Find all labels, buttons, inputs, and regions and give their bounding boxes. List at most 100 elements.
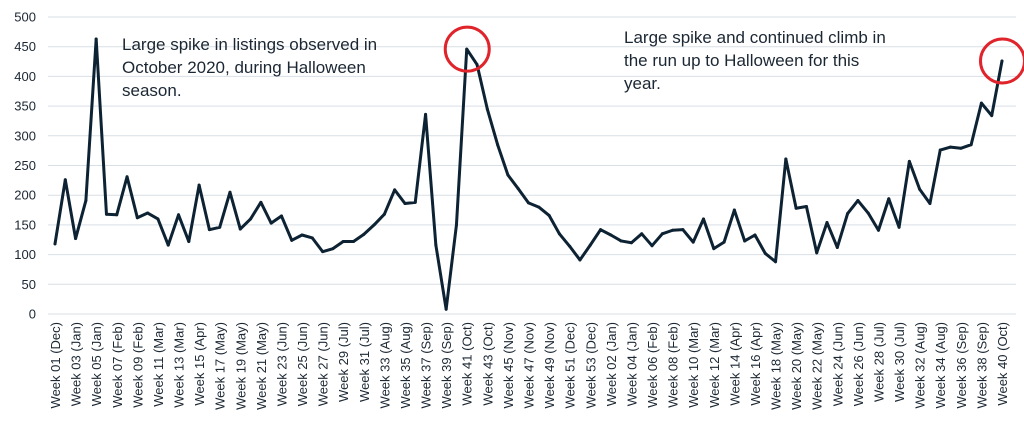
annotation-2-line-1: Large spike and continued climb in — [624, 28, 886, 47]
data-point — [733, 209, 736, 212]
data-point — [990, 114, 993, 117]
x-tick-label: Week 17 (May) — [213, 322, 228, 410]
data-point — [321, 250, 324, 253]
data-point — [249, 217, 252, 220]
y-tick-label: 450 — [14, 39, 36, 54]
data-point — [373, 223, 376, 226]
data-point — [434, 244, 437, 247]
x-tick-label: Week 08 (Feb) — [666, 322, 681, 408]
data-point — [126, 175, 129, 178]
annotation-1-line-1: Large spike in listings observed in — [122, 35, 377, 54]
x-tick-label: Week 13 (Mar) — [172, 322, 187, 408]
data-point — [980, 102, 983, 105]
x-tick-label: Week 26 (Jun) — [851, 322, 866, 406]
x-tick-label: Week 21 (May) — [254, 322, 269, 410]
data-point — [651, 244, 654, 247]
data-point — [259, 201, 262, 204]
x-tick-label: Week 53 (Dec) — [583, 322, 598, 408]
data-point — [743, 239, 746, 242]
data-point — [383, 213, 386, 216]
data-point — [187, 240, 190, 243]
annotation-2-line-2: the run up to Halloween for this — [624, 51, 859, 70]
data-point — [506, 174, 509, 177]
data-point — [630, 241, 633, 244]
series-line-path — [55, 39, 1002, 309]
x-tick-label: Week 37 (Sep) — [419, 322, 434, 408]
data-point — [928, 202, 931, 205]
annotations: Large spike in listings observed in Octo… — [122, 28, 891, 100]
x-tick-label: Week 32 (Aug) — [913, 322, 928, 408]
data-point — [527, 201, 530, 204]
data-point — [774, 260, 777, 263]
data-point — [311, 236, 314, 239]
data-point — [620, 239, 623, 242]
x-tick-label: Week 06 (Feb) — [645, 322, 660, 408]
data-point — [445, 308, 448, 311]
data-point — [578, 258, 581, 261]
data-point — [867, 212, 870, 215]
series-line — [54, 37, 1004, 310]
x-tick-label: Week 05 (Jan) — [89, 322, 104, 406]
data-point — [136, 216, 139, 219]
x-tick-label: Week 07 (Feb) — [110, 322, 125, 408]
x-tick-label: Week 43 (Oct) — [480, 322, 495, 406]
x-tick-label: Week 23 (Jun) — [274, 322, 289, 406]
data-point — [414, 201, 417, 204]
data-point — [208, 228, 211, 231]
data-point — [301, 233, 304, 236]
data-point — [609, 233, 612, 236]
data-point — [764, 252, 767, 255]
y-tick-label: 100 — [14, 247, 36, 262]
data-point — [105, 213, 108, 216]
x-tick-label: Week 15 (Apr) — [192, 322, 207, 406]
annotation-1-line-2: October 2020, during Halloween — [122, 58, 366, 77]
data-point — [342, 240, 345, 243]
data-point — [805, 205, 808, 208]
data-point — [177, 213, 180, 216]
data-point — [218, 226, 221, 229]
x-tick-label: Week 19 (May) — [233, 322, 248, 410]
data-point — [970, 143, 973, 146]
y-tick-label: 250 — [14, 158, 36, 173]
y-tick-label: 350 — [14, 99, 36, 114]
x-tick-label: Week 36 (Sep) — [954, 322, 969, 408]
data-point — [280, 214, 283, 217]
data-point — [331, 247, 334, 250]
data-point — [465, 48, 468, 51]
x-tick-label: Week 51 (Dec) — [563, 322, 578, 408]
x-tick-label: Week 47 (Nov) — [522, 322, 537, 408]
x-tick-label: Week 31 (Jul) — [357, 322, 372, 402]
x-tick-label: Week 45 (Nov) — [501, 322, 516, 408]
y-tick-label: 300 — [14, 128, 36, 143]
x-tick-label: Week 39 (Sep) — [439, 322, 454, 408]
data-point — [815, 251, 818, 254]
data-point — [167, 244, 170, 247]
data-point — [908, 160, 911, 163]
x-tick-label: Week 16 (Apr) — [748, 322, 763, 406]
x-tick-label: Week 25 (Jun) — [295, 322, 310, 406]
data-point — [455, 223, 458, 226]
y-tick-label: 200 — [14, 188, 36, 203]
data-point — [877, 229, 880, 232]
data-point — [362, 233, 365, 236]
data-point — [115, 213, 118, 216]
data-point — [548, 214, 551, 217]
data-point — [723, 241, 726, 244]
data-point — [198, 184, 201, 187]
y-tick-label: 150 — [14, 217, 36, 232]
data-point — [795, 207, 798, 210]
data-point — [476, 63, 479, 66]
annotation-this-year: Large spike and continued climb in the r… — [624, 28, 891, 93]
data-point — [517, 187, 520, 190]
data-point — [784, 157, 787, 160]
annotation-1-line-3: season. — [122, 81, 182, 100]
data-point — [949, 146, 952, 149]
x-tick-label: Week 18 (May) — [769, 322, 784, 410]
data-point — [496, 143, 499, 146]
data-point — [84, 199, 87, 202]
data-point — [228, 191, 231, 194]
x-tick-label: Week 24 (Jun) — [830, 322, 845, 406]
y-tick-label: 400 — [14, 69, 36, 84]
data-point — [887, 197, 890, 200]
